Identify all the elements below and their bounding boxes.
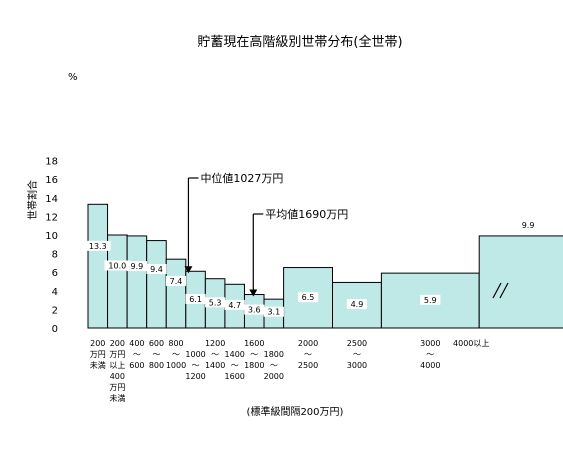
x-axis-label: (標準級間隔200万円): [247, 405, 344, 418]
x-tick-label: 2000 ～ 2500: [298, 339, 318, 370]
value-label: 10.0: [108, 261, 126, 270]
annotation-arrow-icon: [184, 266, 193, 274]
value-label-bg: [146, 264, 167, 275]
y-tick-label: 14: [45, 194, 58, 205]
y-tick-label: 2: [52, 305, 58, 316]
x-tick-label: 1400 ～ 1600: [225, 339, 245, 381]
value-label-bg: [420, 294, 441, 305]
value-label-bg: [104, 260, 131, 271]
x-tick-label: 3000 ～ 4000: [420, 339, 440, 370]
annotation-label: 中位値1027万円: [200, 171, 283, 185]
x-tick-label: 1600 ～ 1800: [244, 339, 264, 370]
x-tick-label: 2500 ～ 3000: [347, 339, 367, 370]
value-label-bg: [346, 299, 368, 310]
bar: [146, 240, 167, 329]
x-tick-label: 200 万円以上 400 万円未満: [109, 339, 125, 403]
value-label: 3.6: [248, 306, 261, 315]
x-tick-label: 1000 ～ 1200: [185, 339, 205, 381]
value-label-bg: [518, 219, 539, 230]
y-tick-label: 4: [52, 287, 58, 298]
bar: [126, 235, 148, 329]
value-label: 13.3: [89, 242, 107, 251]
value-label: 9.9: [131, 262, 144, 271]
y-tick-label: 12: [45, 212, 58, 223]
value-label: 7.4: [170, 277, 183, 286]
y-unit-label: %: [68, 72, 78, 83]
value-label-bg: [165, 275, 187, 286]
value-label-bg: [244, 304, 265, 315]
value-label-bg: [224, 299, 245, 310]
x-tick-label: 1200 ～ 1400: [205, 339, 225, 370]
bar: [165, 258, 187, 329]
value-label: 4.9: [351, 300, 364, 309]
x-tick-label: 600 ～ 800: [149, 339, 164, 370]
x-tick-label: 400 ～ 600: [129, 339, 144, 370]
y-tick-label: 6: [52, 268, 58, 279]
value-label: 5.9: [424, 296, 437, 305]
value-label: 6.5: [302, 293, 315, 302]
y-ticks: 0 2 4 6 8 10 12 14 16 18: [45, 157, 58, 335]
y-axis-label: 世帯割合: [26, 180, 39, 220]
annotation-arrow-icon: [249, 289, 258, 297]
value-label: 5.3: [209, 298, 222, 307]
x-tick-label: 800 ～ 1000: [166, 339, 186, 370]
value-label: 9.4: [150, 265, 163, 274]
value-label-bg: [205, 297, 226, 308]
value-label-bg: [185, 293, 206, 304]
value-labels: 13.3 10.0 9.9 9.4 7.4 6.1 5.3 4.7 3.6 3.1 6.5 4.9 5.…: [84, 219, 539, 317]
bar: [478, 235, 563, 329]
y-tick-label: 10: [45, 231, 58, 242]
x-tick-label: 1800 ～ 2000: [264, 339, 284, 381]
value-label: 3.1: [267, 308, 280, 317]
value-label-bg: [297, 292, 319, 303]
value-label-bg: [84, 240, 111, 251]
value-label: 6.1: [189, 295, 202, 304]
x-tick-label: 4000以上: [453, 339, 489, 348]
value-label: 4.7: [228, 301, 241, 310]
y-tick-label: 8: [52, 250, 58, 261]
value-label: 9.9: [522, 221, 535, 230]
y-tick-label: 18: [45, 157, 58, 168]
annotation-label: 平均値1690万円: [265, 208, 348, 221]
value-label-bg: [126, 261, 147, 272]
value-label-bg: [263, 306, 284, 317]
y-tick-label: 16: [45, 175, 58, 186]
chart-title: 貯蓄現在高階級別世帯分布(全世帯): [197, 34, 402, 50]
x-tick-label: 200 万円未満: [90, 339, 106, 370]
axis-break-icon: [492, 282, 509, 299]
y-tick-label: 0: [52, 324, 58, 335]
